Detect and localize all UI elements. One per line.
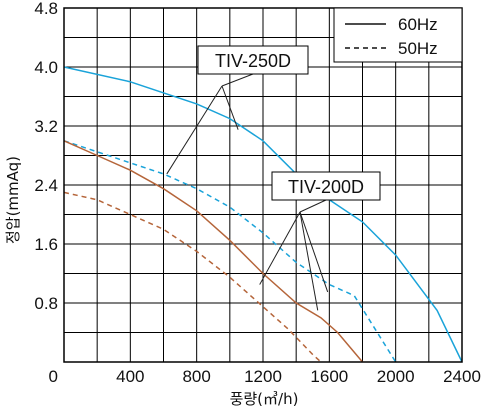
- x-tick-label: 2000: [377, 367, 415, 386]
- x-axis-title: 풍량(㎥/h): [230, 390, 299, 408]
- annotation-leader-stem: [299, 199, 327, 213]
- y-tick-label: 3.2: [34, 117, 58, 136]
- x-tick-label: 1600: [310, 367, 348, 386]
- annotation-label-tiv-250d: TIV-250D: [215, 51, 291, 71]
- y-tick-label: 0.8: [34, 294, 58, 313]
- x-tick-label: 800: [182, 367, 210, 386]
- tick-labels: 400 800 1200 1600 2000 2400 0.8 1.6 2.4 3.2 4.0 4.8…: [34, 0, 481, 386]
- annotation-tiv-200d: TIV-200D: [271, 171, 381, 201]
- y-tick-label: 2.4: [34, 176, 58, 195]
- annotation-leader-line: [259, 211, 301, 285]
- origin-tick-label: 0: [49, 367, 58, 386]
- annotation-box-tiv-250d: [197, 45, 309, 75]
- x-tick-label: 1200: [244, 367, 282, 386]
- legend-label-60hz: 60Hz: [398, 15, 438, 34]
- series-line-tiv-250d-50hz: [63, 140, 397, 363]
- annotation-box-tiv-200d: [271, 171, 381, 201]
- plot-frame: [63, 7, 463, 363]
- series-line-tiv-200d-50hz: [63, 191, 322, 363]
- plot-border: [63, 7, 463, 363]
- y-tick-label: 4.0: [34, 58, 58, 77]
- legend: 60Hz 50Hz: [333, 7, 463, 63]
- annotation-leader-line: [299, 211, 329, 293]
- annotation-leader-stem: [221, 73, 254, 87]
- annotation-label-tiv-200d: TIV-200D: [288, 177, 364, 197]
- legend-box: [333, 7, 463, 63]
- annotation-tiv-250d: TIV-250D: [197, 45, 309, 75]
- x-tick-label: 400: [116, 367, 144, 386]
- annotation-leaders: [166, 73, 329, 311]
- annotation-leader-line: [221, 85, 239, 130]
- x-tick-label: 2400: [443, 367, 481, 386]
- legend-label-50hz: 50Hz: [398, 39, 438, 58]
- y-axis-title: 정압(mmAq): [4, 156, 22, 244]
- y-tick-label: 4.8: [34, 0, 58, 18]
- annotation-leader-line: [299, 211, 319, 311]
- series-line-tiv-200d-60hz: [63, 140, 364, 363]
- y-tick-label: 1.6: [34, 235, 58, 254]
- annotation-leader-line: [166, 85, 223, 175]
